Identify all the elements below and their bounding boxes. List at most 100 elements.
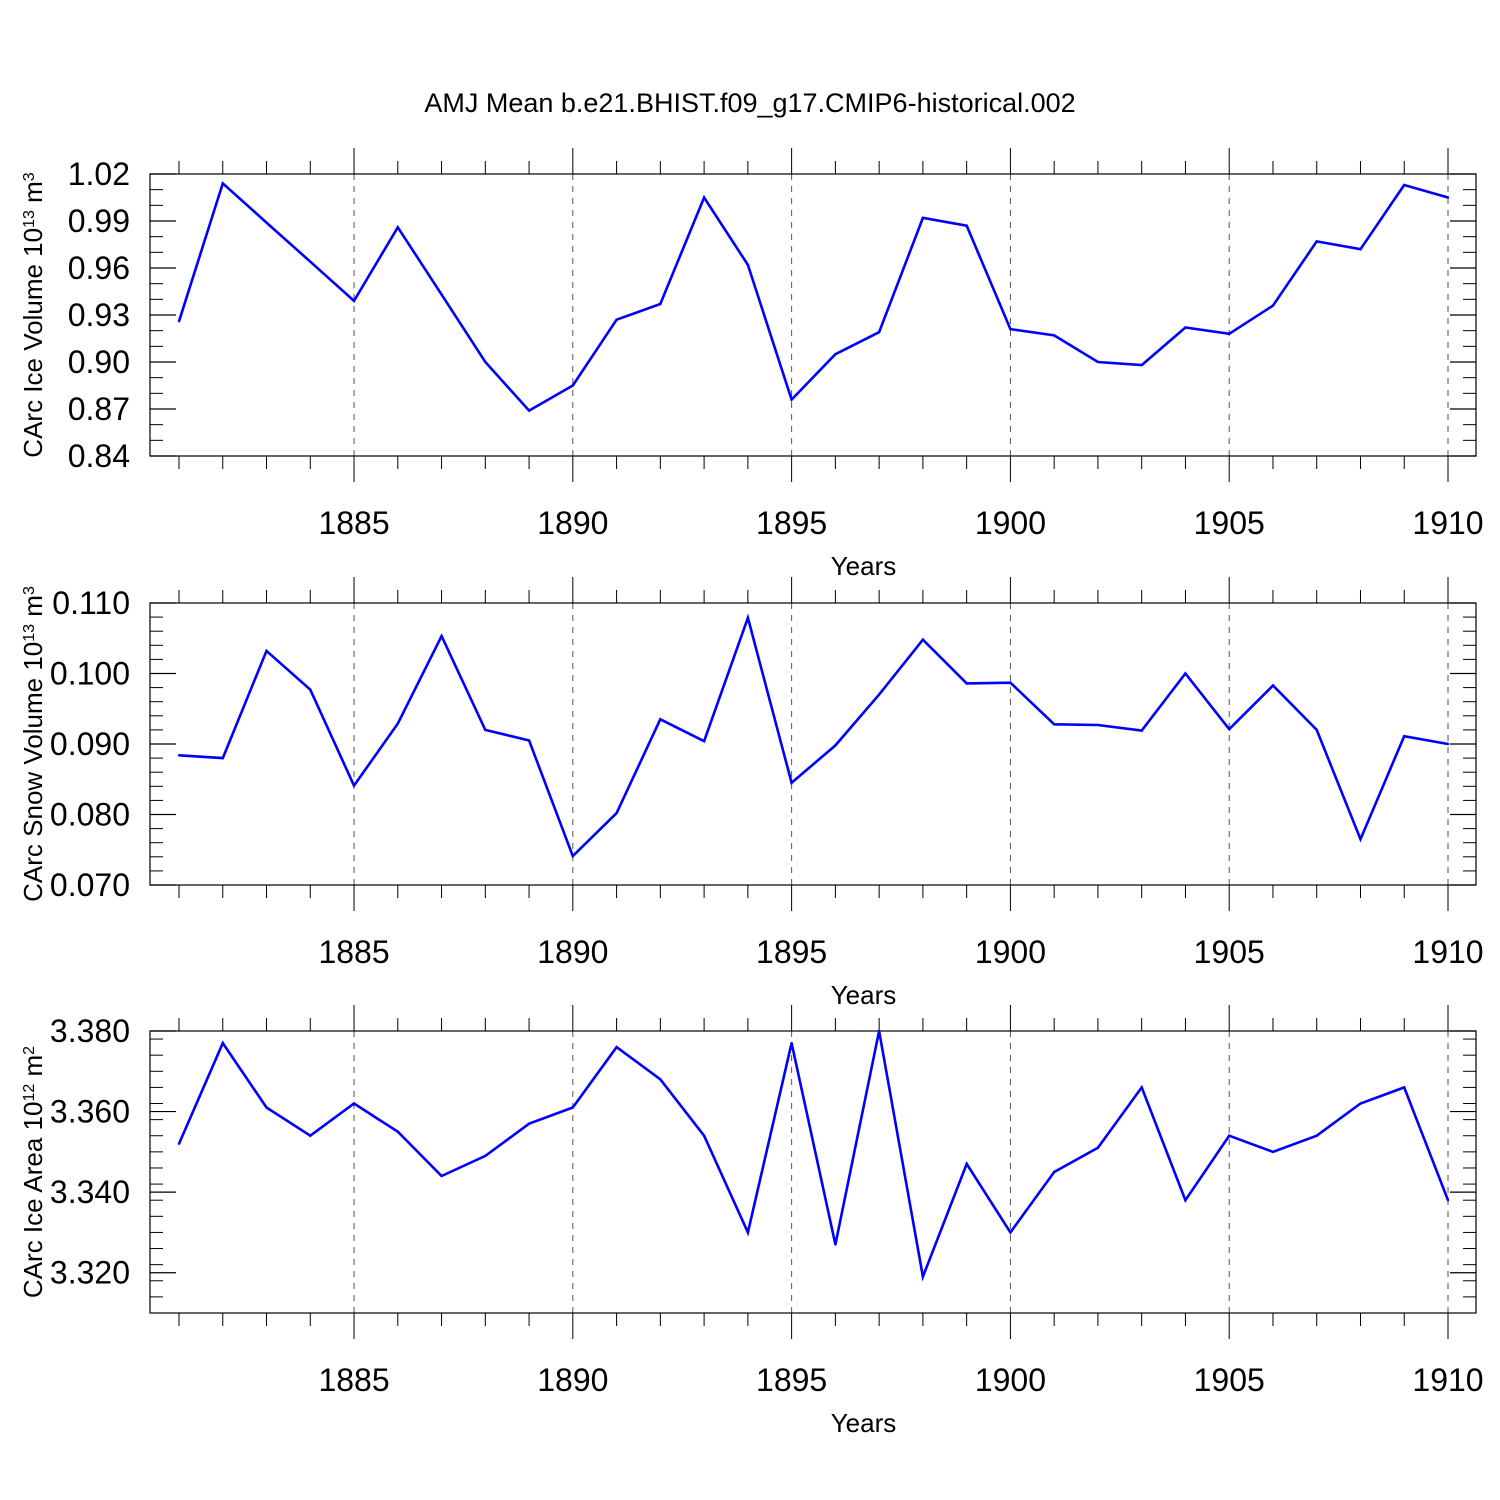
data-point xyxy=(309,1134,312,1137)
y-axis-title-superscript: 13 xyxy=(21,624,38,642)
data-point xyxy=(352,299,356,303)
y-tick-label: 0.090 xyxy=(50,726,130,762)
y-axis-title-superscript: 12 xyxy=(21,1084,38,1102)
data-point xyxy=(484,1154,487,1158)
data-point xyxy=(1140,363,1143,367)
x-tick-label: 1905 xyxy=(1194,505,1265,541)
y-tick-label: 3.360 xyxy=(50,1094,130,1130)
data-point xyxy=(1359,1102,1362,1105)
data-point xyxy=(1228,727,1231,731)
y-tick-label: 0.84 xyxy=(68,438,130,474)
data-point xyxy=(746,1231,750,1234)
x-axis-title: Years xyxy=(831,980,897,1010)
data-point xyxy=(877,331,881,334)
y-tick-label: 0.90 xyxy=(68,344,130,380)
data-point xyxy=(527,739,531,742)
data-point xyxy=(965,1162,968,1166)
data-point xyxy=(1403,735,1406,738)
data-point xyxy=(221,1041,224,1045)
data-point xyxy=(965,682,968,685)
y-axis-title-part: m xyxy=(18,595,48,624)
x-tick-label: 1885 xyxy=(318,1362,389,1398)
data-point xyxy=(615,318,618,321)
data-point xyxy=(1184,1199,1187,1202)
y-tick-label: 3.340 xyxy=(50,1174,130,1210)
data-point xyxy=(265,221,268,224)
data-point xyxy=(396,226,399,229)
x-tick-label: 1910 xyxy=(1412,505,1483,541)
data-point xyxy=(1359,248,1362,251)
data-point xyxy=(1140,1086,1143,1089)
data-point xyxy=(877,1029,881,1033)
x-tick-label: 1890 xyxy=(537,934,608,970)
data-point xyxy=(484,360,487,364)
panel-2: 0.070 0.080 0.090 0.100 0.110 1885 1890 1895 190… xyxy=(18,577,1484,1010)
data-point xyxy=(1446,742,1450,746)
data-point xyxy=(440,293,443,296)
y-axis-title-part: CArc Snow Volume 10 xyxy=(18,642,48,902)
data-point xyxy=(1184,672,1187,675)
data-point xyxy=(702,196,706,199)
data-point xyxy=(1052,334,1056,337)
y-axis-title-superscript: 13 xyxy=(21,210,38,228)
data-point xyxy=(571,1106,575,1109)
panel-3: 3.320 3.340 3.360 3.380 1885 1890 1895 1900 1905… xyxy=(18,1005,1484,1438)
y-axis-title-part: CArc Ice Volume 10 xyxy=(18,228,48,458)
x-tick-label: 1890 xyxy=(537,505,608,541)
data-point xyxy=(702,739,706,743)
data-point xyxy=(790,781,793,784)
data-point xyxy=(1052,1170,1056,1174)
data-point xyxy=(1009,327,1012,331)
data-point xyxy=(659,1078,662,1081)
panel-1: 0.84 0.87 0.90 0.93 0.96 0.99 1.02 1885 1890 1895… xyxy=(18,148,1484,581)
y-tick-label: 0.93 xyxy=(68,297,130,333)
data-point xyxy=(265,1106,268,1109)
data-point xyxy=(1096,1146,1100,1150)
data-point xyxy=(571,384,575,387)
data-point xyxy=(834,352,837,356)
data-point xyxy=(440,1174,443,1178)
data-point xyxy=(921,216,925,220)
data-point xyxy=(790,1041,793,1045)
x-tick-label: 1900 xyxy=(975,505,1046,541)
x-axis-title: Years xyxy=(831,1408,897,1438)
data-point xyxy=(177,754,181,757)
data-point xyxy=(396,722,399,725)
data-point xyxy=(746,616,750,620)
data-point xyxy=(1271,684,1275,687)
data-point xyxy=(177,1142,181,1146)
data-point xyxy=(877,693,881,696)
series-line xyxy=(178,613,1449,859)
data-point xyxy=(615,1045,618,1049)
data-point xyxy=(309,260,312,263)
x-tick-label: 1900 xyxy=(975,934,1046,970)
data-point xyxy=(1446,1199,1450,1202)
y-tick-label: 0.87 xyxy=(68,391,130,427)
x-tick-label: 1905 xyxy=(1194,1362,1265,1398)
data-point xyxy=(1009,1231,1012,1234)
data-point xyxy=(1140,729,1143,732)
data-point xyxy=(1315,728,1318,732)
data-point xyxy=(396,1130,399,1133)
x-tick-label: 1885 xyxy=(318,934,389,970)
data-point xyxy=(352,1102,356,1105)
data-point xyxy=(1403,1086,1406,1089)
x-tick-label: 1895 xyxy=(756,505,827,541)
data-point xyxy=(659,302,662,306)
y-axis-title: CArc Snow Volume 1013 m3 xyxy=(18,586,48,902)
y-axis-title: CArc Ice Area 1012 m2 xyxy=(18,1046,48,1298)
y-axis-title-part: m xyxy=(18,1055,48,1084)
data-point xyxy=(1359,837,1362,841)
plot-frame xyxy=(149,602,1477,886)
y-tick-label: 3.320 xyxy=(50,1255,130,1291)
data-point xyxy=(221,182,224,185)
data-point xyxy=(1096,723,1100,727)
data-point xyxy=(221,756,224,760)
data-point xyxy=(1271,1150,1275,1154)
y-tick-label: 0.99 xyxy=(68,203,130,239)
data-point xyxy=(965,224,968,227)
y-tick-label: 3.380 xyxy=(50,1013,130,1049)
y-axis-title-superscript: 3 xyxy=(21,586,38,595)
data-point xyxy=(921,1275,925,1278)
